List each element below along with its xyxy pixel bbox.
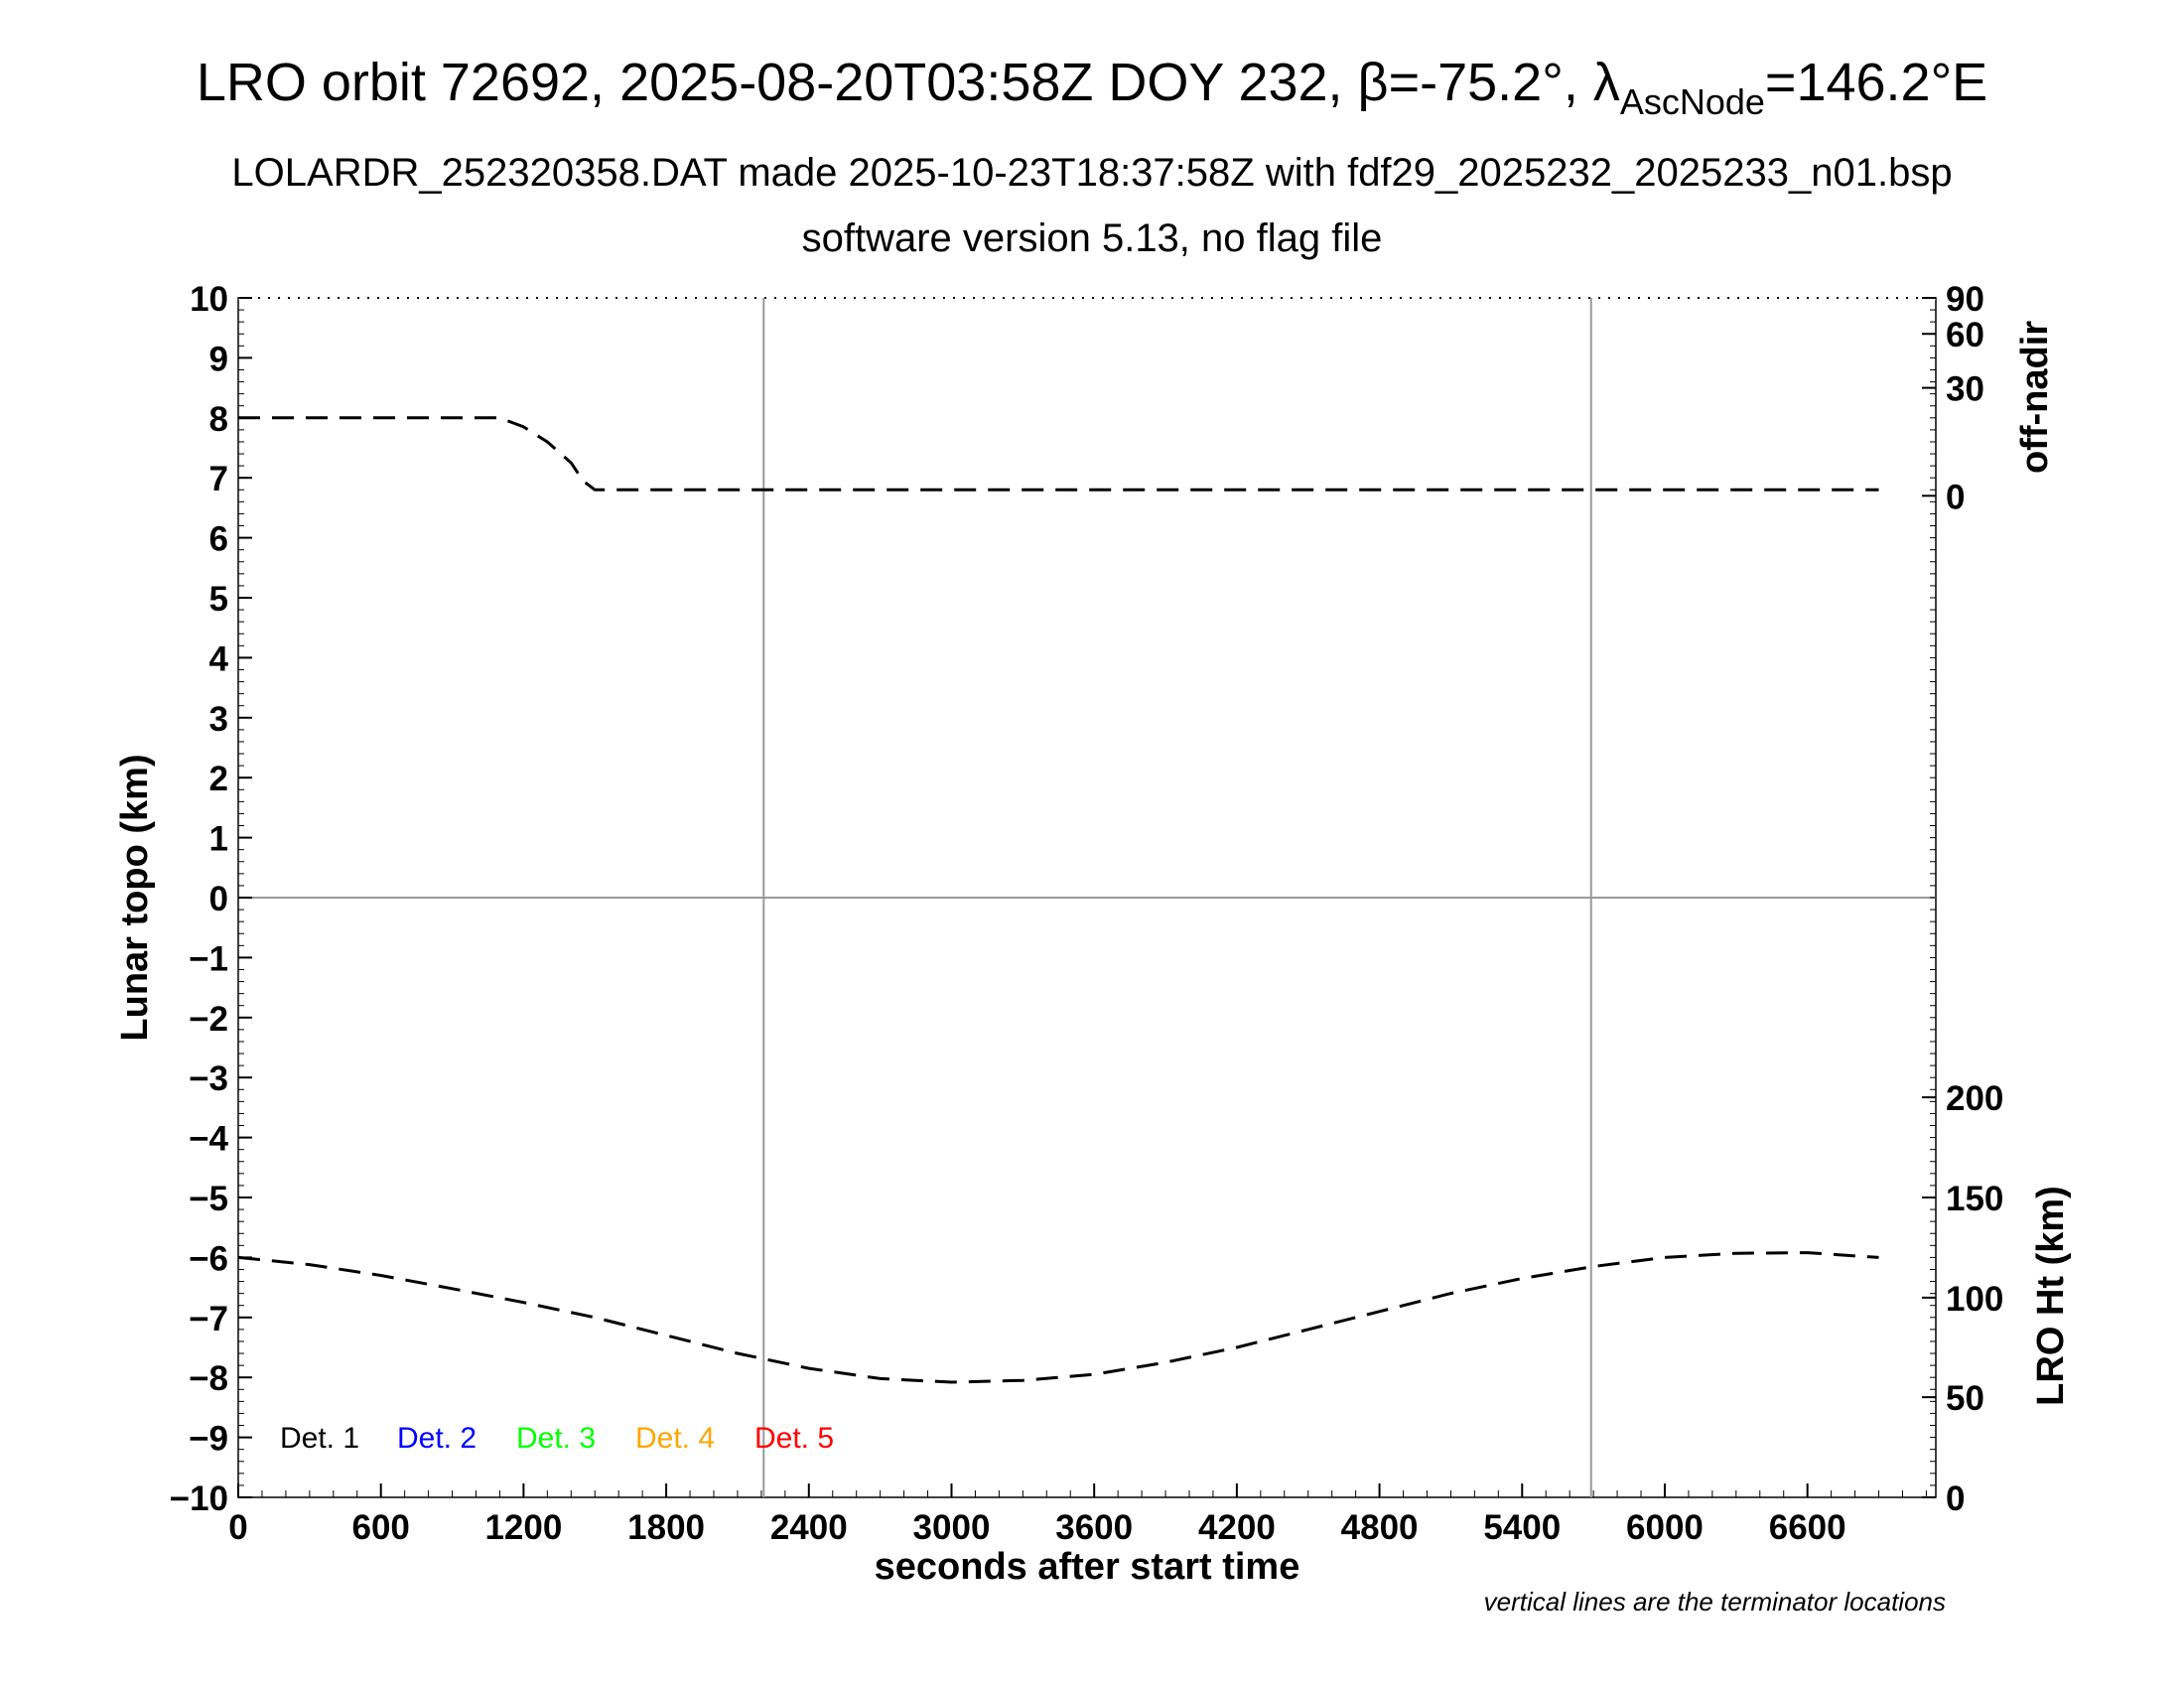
x-tick-label: 1200 [484, 1508, 562, 1547]
y-tick-label: −2 [189, 1000, 228, 1039]
series-line-2 [237, 1251, 1879, 1384]
off-nadir-axis-label: off-nadir [2014, 321, 2056, 474]
lro-ht-tick-label: 50 [1946, 1379, 1984, 1418]
legend-item-det-1: Det. 1 [280, 1422, 359, 1455]
legend-item-det-4: Det. 4 [635, 1422, 715, 1455]
x-tick-label: 3000 [913, 1508, 991, 1547]
lro-ht-axis-label: LRO Ht (km) [2030, 1186, 2072, 1406]
lro-ht-tick-label: 150 [1946, 1180, 2003, 1218]
off-nadir-tick-label: 90 [1946, 280, 1984, 319]
x-tick-label: 2400 [770, 1508, 848, 1547]
y-tick-label: 8 [209, 400, 228, 439]
off-nadir-tick-label: 0 [1946, 478, 1965, 516]
x-axis-label: seconds after start time [875, 1546, 1300, 1588]
x-tick-label: 4800 [1341, 1508, 1419, 1547]
y-tick-label: −5 [189, 1180, 228, 1218]
y-tick-label: 4 [209, 639, 229, 678]
x-tick-label: 4200 [1198, 1508, 1276, 1547]
legend-item-det-5: Det. 5 [754, 1422, 834, 1455]
off-nadir-tick-label: 60 [1946, 316, 1984, 354]
terminator-note: vertical lines are the terminator locati… [1484, 1587, 1946, 1617]
lro-ht-tick-label: 0 [1946, 1479, 1965, 1518]
legend-item-det-3: Det. 3 [516, 1422, 596, 1455]
x-tick-label: 3600 [1055, 1508, 1133, 1547]
chart-subtitle-version: software version 5.13, no flag file [801, 216, 1383, 260]
y-tick-label: −1 [189, 939, 228, 978]
chart-title: LRO orbit 72692, 2025-08-20T03:58Z DOY 2… [196, 53, 1988, 122]
series-line-1 [238, 416, 1879, 492]
y-tick-label: −6 [189, 1239, 228, 1278]
lro-ht-tick-label: 100 [1946, 1280, 2003, 1319]
y-tick-label: −9 [189, 1420, 228, 1459]
y-axis-label: Lunar topo (km) [114, 754, 156, 1041]
y-tick-label: 3 [209, 700, 228, 739]
y-tick-label: 1 [209, 820, 228, 859]
y-tick-label: 6 [209, 520, 228, 559]
y-tick-label: 5 [209, 580, 228, 619]
y-tick-label: −3 [189, 1059, 228, 1098]
y-tick-label: 2 [209, 760, 228, 798]
legend-item-det-2: Det. 2 [397, 1422, 477, 1455]
y-tick-label: −4 [189, 1120, 228, 1159]
y-tick-label: −10 [170, 1479, 228, 1518]
x-tick-label: 600 [351, 1508, 409, 1547]
chart-subtitle-file: LOLARDR_252320358.DAT made 2025-10-23T18… [231, 151, 1953, 195]
y-tick-label: 7 [209, 460, 228, 498]
x-tick-label: 6000 [1626, 1508, 1704, 1547]
y-tick-label: 0 [209, 880, 228, 918]
x-tick-label: 5400 [1483, 1508, 1561, 1547]
y-tick-label: 9 [209, 340, 228, 378]
off-nadir-tick-label: 30 [1946, 370, 1984, 409]
x-tick-label: 1800 [627, 1508, 705, 1547]
y-tick-label: 10 [190, 280, 228, 319]
x-tick-label: 6600 [1769, 1508, 1846, 1547]
y-tick-label: −7 [189, 1300, 228, 1338]
y-tick-label: −8 [189, 1359, 228, 1398]
x-tick-label: 0 [228, 1508, 247, 1547]
lro-ht-tick-label: 200 [1946, 1079, 2003, 1118]
